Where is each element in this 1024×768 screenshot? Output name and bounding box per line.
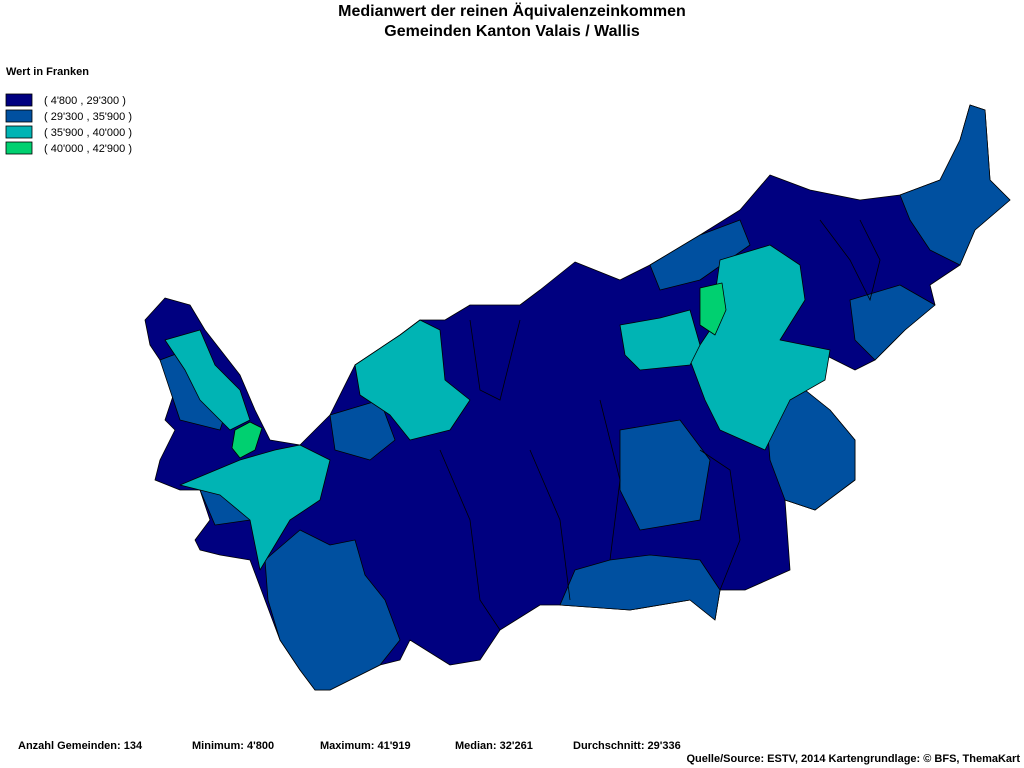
border (469, 319, 521, 401)
source: Quelle/Source: ESTV, 2014 Kartengrundlag… (686, 753, 1020, 765)
stat: Median: 32'261 (455, 740, 533, 752)
region (559, 554, 721, 621)
legend: ( 4'800 , 29'300 ) ( 29'300 , 35'900 ) ( 3… (5, 93, 132, 155)
title-line: Gemeinden Kanton Valais / Wallis (384, 23, 640, 40)
region (764, 389, 856, 511)
map (144, 104, 1011, 691)
region (264, 529, 401, 691)
border (599, 399, 621, 561)
border (529, 449, 571, 601)
region (689, 244, 831, 451)
legend-swatch (5, 109, 33, 123)
title-line: Medianwert der reinen Äquivalenzeinkomme… (338, 2, 686, 20)
region (849, 284, 936, 361)
stat: Minimum: 4'800 (192, 740, 274, 752)
stat: Anzahl Gemeinden: 134 (18, 740, 143, 752)
legend-swatch (5, 141, 33, 155)
legend-label: ( 29'300 , 35'900 ) (44, 111, 132, 123)
region (649, 219, 751, 291)
region (619, 419, 711, 531)
border (819, 219, 881, 302)
border (699, 449, 741, 591)
stats: Anzahl Gemeinden: 134 Minimum: 4'800 Maxim… (18, 740, 681, 752)
region (231, 421, 263, 459)
stat: Maximum: 41'919 (320, 740, 411, 752)
region (899, 104, 1011, 266)
region (699, 282, 727, 336)
legend-label: ( 40'000 , 42'900 ) (44, 143, 132, 155)
legend-label: ( 4'800 , 29'300 ) (44, 95, 126, 107)
region (164, 329, 251, 431)
legend-swatch (5, 125, 33, 139)
region (619, 309, 701, 371)
region (179, 444, 331, 571)
region (354, 319, 471, 441)
stat: Durchschnitt: 29'336 (573, 740, 681, 752)
border (439, 449, 501, 631)
legend-title: Wert in Franken (6, 66, 89, 78)
legend-label: ( 35'900 , 40'000 ) (44, 127, 132, 139)
legend-swatch (5, 93, 33, 107)
